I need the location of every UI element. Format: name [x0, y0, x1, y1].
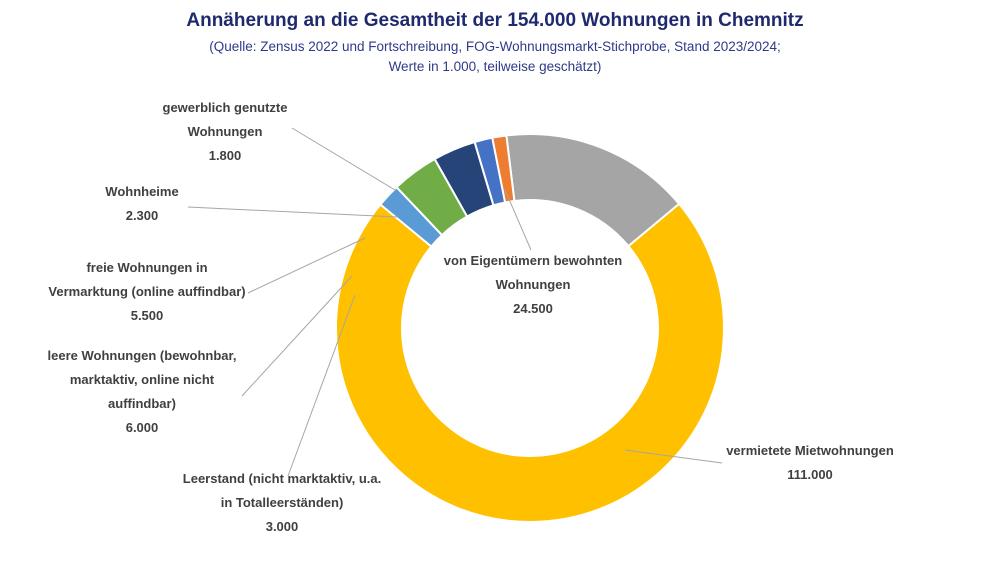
slice-label-line-1-0: vermietete Mietwohnungen — [726, 443, 894, 458]
slice-label-line-3-2: auffindbar) — [108, 396, 176, 411]
slice-label-line-2-0: Leerstand (nicht marktaktiv, u.a. — [183, 471, 381, 486]
chart-subtitle-line-2: Werte in 1.000, teilweise geschätzt) — [388, 59, 602, 74]
chart-title: Annäherung an die Gesamtheit der 154.000… — [186, 10, 804, 31]
slice-label-0: von Eigentümern bewohnten Wohnungen 24.500 — [444, 253, 622, 316]
slice-value-0: 24.500 — [513, 301, 553, 316]
donut-slices — [335, 133, 725, 523]
slice-value-1: 111.000 — [787, 467, 833, 482]
leader-lines — [187, 127, 723, 477]
slice-label-line-4-1: Vermarktung (online auffindbar) — [48, 284, 245, 299]
slice-label-line-6-1: Wohnungen — [188, 124, 263, 139]
slice-value-6: 1.800 — [209, 148, 242, 163]
chart-subtitle-line-1: (Quelle: Zensus 2022 und Fortschreibung,… — [209, 39, 781, 54]
slice-label-line-6-0: gewerblich genutzte — [163, 100, 288, 115]
slice-labels: von Eigentümern bewohnten Wohnungen 24.500… — [48, 100, 894, 534]
slice-value-5: 2.300 — [126, 208, 159, 223]
slice-label-5: Wohnheime 2.300 — [105, 184, 178, 223]
leader-line-3 — [241, 275, 353, 397]
slice-label-line-5-0: Wohnheime — [105, 184, 178, 199]
slice-label-2: Leerstand (nicht marktaktiv, u.a. in Tota… — [183, 471, 381, 534]
slice-label-6: gewerblich genutzte Wohnungen 1.800 — [163, 100, 288, 163]
slice-label-3: leere Wohnungen (bewohnbar, marktaktiv, o… — [48, 348, 237, 435]
slice-label-1: vermietete Mietwohnungen 111.000 — [726, 443, 894, 482]
leader-line-0 — [504, 189, 532, 251]
leader-line-1 — [624, 449, 723, 464]
leader-line-2 — [287, 294, 356, 477]
donut-slice-1 — [335, 202, 725, 523]
slice-label-line-4-0: freie Wohnungen in — [86, 260, 207, 275]
donut-slice-6 — [491, 134, 516, 204]
slice-value-3: 6.000 — [126, 420, 159, 435]
leader-line-4 — [247, 237, 366, 294]
slice-value-2: 3.000 — [266, 519, 299, 534]
slice-label-line-3-0: leere Wohnungen (bewohnbar, — [48, 348, 237, 363]
slice-value-4: 5.500 — [131, 308, 164, 323]
slice-label-line-0-0: von Eigentümern bewohnten — [444, 253, 622, 268]
leader-line-6 — [291, 127, 396, 191]
slice-label-line-3-1: marktaktiv, online nicht — [70, 372, 215, 387]
slice-label-line-2-1: in Totalleerständen) — [221, 495, 344, 510]
leader-line-5 — [187, 206, 399, 218]
slice-label-4: freie Wohnungen in Vermarktung (online au… — [48, 260, 245, 323]
slice-label-line-0-1: Wohnungen — [496, 277, 571, 292]
